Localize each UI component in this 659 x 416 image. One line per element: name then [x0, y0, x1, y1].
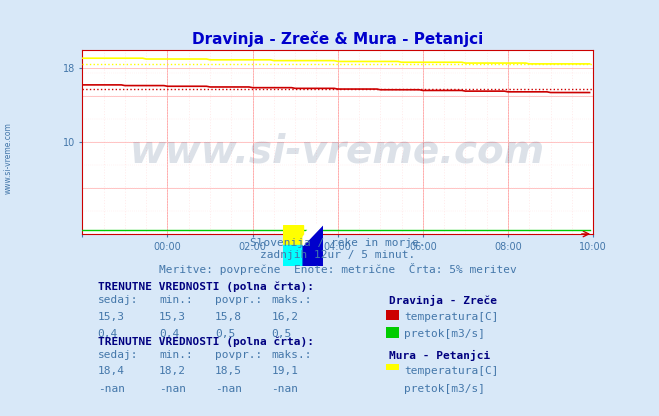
Text: www.si-vreme.com: www.si-vreme.com [3, 122, 13, 194]
Text: min.:: min.: [159, 295, 192, 305]
Text: 18,2: 18,2 [159, 366, 186, 376]
Text: sedaj:: sedaj: [98, 295, 138, 305]
Text: Mura - Petanjci: Mura - Petanjci [389, 350, 490, 361]
Text: Dravinja - Zreče: Dravinja - Zreče [389, 295, 497, 306]
Text: 18,4: 18,4 [98, 366, 125, 376]
Text: -nan: -nan [272, 384, 299, 394]
Text: www.si-vreme.com: www.si-vreme.com [130, 132, 546, 170]
Text: -nan: -nan [215, 384, 242, 394]
Text: TRENUTNE VREDNOSTI (polna črta):: TRENUTNE VREDNOSTI (polna črta): [98, 282, 314, 292]
Text: 15,3: 15,3 [98, 312, 125, 322]
Text: 16,2: 16,2 [272, 312, 299, 322]
Text: pretok[m3/s]: pretok[m3/s] [404, 329, 485, 339]
Text: Meritve: povprečne  Enote: metrične  Črta: 5% meritev: Meritve: povprečne Enote: metrične Črta:… [159, 262, 517, 275]
Text: 0,4: 0,4 [159, 329, 179, 339]
Text: maks.:: maks.: [272, 350, 312, 360]
Polygon shape [303, 225, 323, 266]
Text: maks.:: maks.: [272, 295, 312, 305]
FancyBboxPatch shape [386, 364, 399, 375]
Text: 18,5: 18,5 [215, 366, 242, 376]
Text: zadnjih 12ur / 5 minut.: zadnjih 12ur / 5 minut. [260, 250, 415, 260]
FancyBboxPatch shape [386, 310, 399, 320]
Text: 15,8: 15,8 [215, 312, 242, 322]
Bar [283, 225, 303, 245]
Bar [283, 245, 303, 266]
Text: 19,1: 19,1 [272, 366, 299, 376]
Polygon shape [303, 225, 323, 245]
Text: 0,4: 0,4 [98, 329, 118, 339]
Text: pretok[m3/s]: pretok[m3/s] [404, 384, 485, 394]
Title: Dravinja - Zreče & Mura - Petanjci: Dravinja - Zreče & Mura - Petanjci [192, 31, 483, 47]
Text: povpr.:: povpr.: [215, 350, 262, 360]
FancyBboxPatch shape [386, 382, 399, 393]
FancyBboxPatch shape [386, 327, 399, 338]
Text: sedaj:: sedaj: [98, 350, 138, 360]
Text: 0,5: 0,5 [272, 329, 291, 339]
Text: temperatura[C]: temperatura[C] [404, 312, 499, 322]
Text: 0,5: 0,5 [215, 329, 235, 339]
Text: Slovenija / reke in morje.: Slovenija / reke in morje. [250, 238, 426, 248]
Text: -nan: -nan [98, 384, 125, 394]
Text: min.:: min.: [159, 350, 192, 360]
Text: TRENUTNE VREDNOSTI (polna črta):: TRENUTNE VREDNOSTI (polna črta): [98, 336, 314, 347]
Text: temperatura[C]: temperatura[C] [404, 366, 499, 376]
Text: 15,3: 15,3 [159, 312, 186, 322]
Text: -nan: -nan [159, 384, 186, 394]
Text: povpr.:: povpr.: [215, 295, 262, 305]
